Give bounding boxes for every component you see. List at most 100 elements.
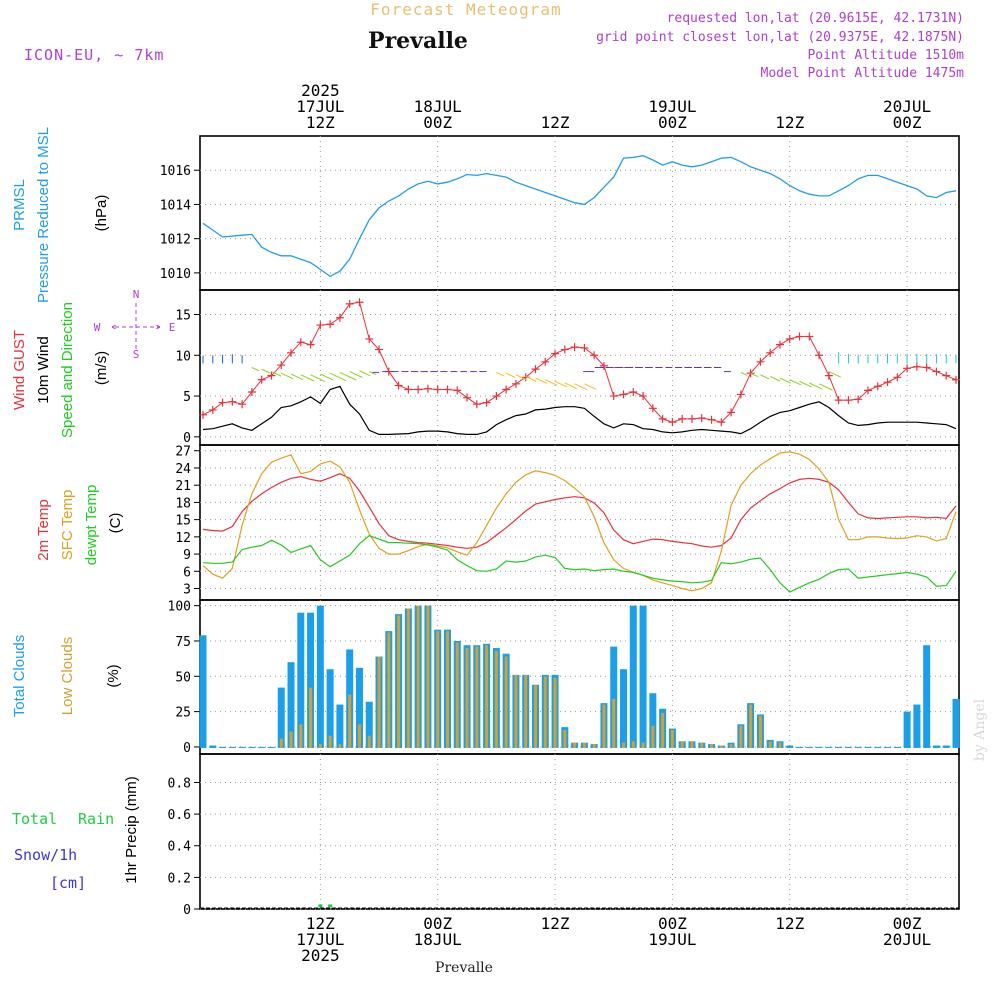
low-cloud-bar (661, 713, 665, 748)
gust-marker (414, 385, 423, 394)
y-tick-label: 0 (183, 741, 191, 756)
wind-direction-arrow (554, 380, 568, 388)
precip-frame (199, 753, 960, 910)
total-cloud-bar (355, 667, 363, 748)
wind-direction-arrow (525, 376, 537, 382)
precip-panel: 0 0.2 0.4 0.6 0.8 (168, 753, 960, 918)
low-cloud-bar (524, 674, 528, 748)
wind-direction-arrow (564, 382, 578, 390)
gust-marker (922, 363, 931, 372)
gust-marker (247, 387, 256, 396)
wind-direction-arrow (799, 380, 812, 388)
low-cloud-bar (680, 741, 684, 748)
low-clouds-label: Low Clouds (59, 637, 76, 715)
low-cloud-bar (494, 650, 498, 748)
gust-marker (345, 299, 354, 308)
total-cloud-bar (874, 746, 882, 748)
t2m-label: 2m Temp (35, 499, 52, 560)
gust-marker (228, 397, 237, 406)
total-cloud-bar (629, 605, 637, 748)
wind-direction-arrow (496, 371, 505, 377)
gust-marker (570, 343, 579, 352)
total-cloud-bar (825, 746, 833, 748)
y-tick-label: 18 (175, 496, 191, 511)
wind-direction-arrow (515, 374, 527, 381)
compass-s: S (133, 348, 140, 361)
gust-marker (404, 385, 413, 394)
wind-direction-arrow (584, 383, 597, 390)
total-cloud-bar (884, 746, 892, 748)
compass-n: N (133, 288, 140, 301)
wind-direction-arrow (320, 373, 334, 381)
time-label-bottom: 20JUL (883, 930, 931, 949)
y-tick-label: 15 (175, 308, 191, 323)
low-cloud-bar (602, 704, 606, 748)
gust-marker (306, 340, 315, 349)
gust-marker (287, 348, 296, 357)
y-tick-label: 1012 (160, 233, 191, 248)
wind-direction-arrow (369, 371, 377, 376)
gust-marker (766, 348, 775, 357)
wind-panel: 0 5 10 15 (175, 289, 960, 446)
gust-marker (326, 320, 335, 329)
y-tick-label: 50 (175, 670, 191, 685)
gust-marker (335, 313, 344, 322)
low-cloud-bar (328, 735, 332, 748)
dewpoint-line (202, 535, 957, 593)
low-cloud-bar (612, 698, 616, 748)
total-cloud-bar (786, 745, 794, 748)
y-tick-label: 0.6 (168, 808, 191, 823)
total-cloud-bar (639, 605, 647, 748)
time-label-bottom: 19JUL (648, 930, 696, 949)
gust-marker (443, 385, 452, 394)
low-cloud-bar (553, 677, 557, 748)
gust-marker (629, 387, 638, 396)
snow-label: Snow/1h (14, 846, 77, 864)
gust-marker (795, 332, 804, 341)
low-cloud-bar (348, 694, 352, 748)
total-cloud-bar (815, 746, 823, 748)
compass-w: W (94, 321, 101, 334)
wind-direction-arrow (281, 372, 294, 380)
low-cloud-bar (700, 742, 704, 748)
low-cloud-bar (426, 605, 430, 748)
low-cloud-bar (445, 631, 449, 748)
gust-marker (785, 334, 794, 343)
y-tick-label: 0 (183, 431, 191, 446)
gust-marker (257, 375, 266, 384)
top-title: Forecast Meteogram (370, 0, 561, 19)
wind-direction-arrow (789, 379, 802, 386)
total-cloud-bar (942, 745, 950, 748)
low-cloud-bar (318, 744, 322, 748)
gust-marker (727, 408, 736, 417)
gust-marker (942, 371, 951, 380)
gust-marker (903, 364, 912, 373)
gust-marker (267, 371, 276, 380)
gust-marker (502, 385, 511, 394)
wind-direction-arrow (769, 376, 781, 382)
y-tick-label: 27 (175, 445, 191, 460)
gust-marker (609, 392, 618, 401)
sfc-temp-label: SFC Temp (59, 490, 76, 561)
gust-marker (952, 375, 960, 384)
low-cloud-bar (739, 725, 743, 748)
wind-direction-arrow (809, 382, 823, 390)
total-cloud-bar (952, 698, 960, 748)
total-cloud-bar (864, 746, 872, 748)
y-tick-label: 0.4 (168, 840, 192, 855)
point-altitude: Point Altitude 1510m (807, 48, 964, 63)
y-tick-label: 12 (175, 531, 191, 546)
low-cloud-bar (768, 741, 772, 748)
y-tick-label: 9 (183, 548, 191, 563)
grid-point-coords: grid point closest lon,lat (20.9375E, 42… (596, 30, 964, 45)
time-label-bottom: 17JUL (296, 930, 344, 949)
gust-marker (580, 343, 589, 352)
time-label-top: 00Z (423, 113, 452, 132)
sfc-temp-line (202, 451, 957, 592)
precip-unit: 1hr Precip (mm) (123, 776, 140, 884)
low-cloud-bar (377, 656, 381, 748)
time-label-top: 00Z (658, 113, 687, 132)
time-label-top: 00Z (893, 113, 922, 132)
low-cloud-bar (729, 744, 733, 748)
wind-direction-arrow (349, 371, 363, 378)
